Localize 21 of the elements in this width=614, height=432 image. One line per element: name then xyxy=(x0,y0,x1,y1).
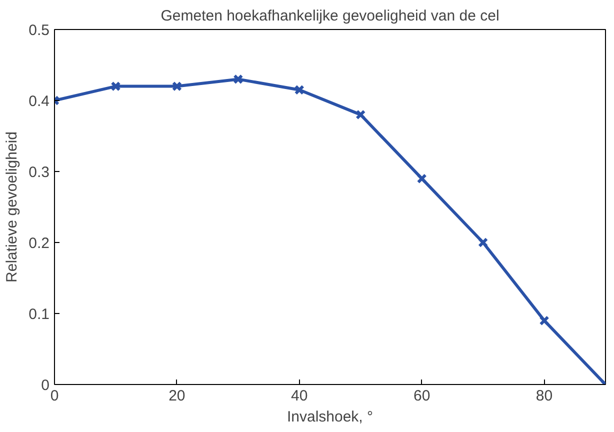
point xyxy=(110,81,121,92)
point xyxy=(416,174,427,184)
y-axis-title: Relatieve gevoeligheid xyxy=(4,132,21,282)
y-tick-label: 0.1 xyxy=(28,306,50,323)
y-tick-label: 0.2 xyxy=(28,235,50,252)
point xyxy=(294,84,304,95)
x-tick-label: 40 xyxy=(291,388,308,404)
point xyxy=(539,316,550,326)
x-tick-label: 20 xyxy=(168,388,186,404)
y-tick-label: 0.4 xyxy=(28,93,50,110)
x-tick-label: 60 xyxy=(413,388,430,404)
y-tick-label: 0.5 xyxy=(28,22,50,39)
y-tick-label: 0.3 xyxy=(28,164,50,181)
point xyxy=(172,81,182,92)
x-axis-title: Invalshoek, ° xyxy=(286,408,374,426)
point xyxy=(233,74,244,84)
y-tick-label: 0 xyxy=(41,377,50,394)
chart-title: Gemeten hoekafhankelijke gevoeligheid van de cel xyxy=(160,8,500,24)
point xyxy=(356,110,366,120)
point xyxy=(478,237,488,248)
x-tick-label: 80 xyxy=(536,388,553,404)
